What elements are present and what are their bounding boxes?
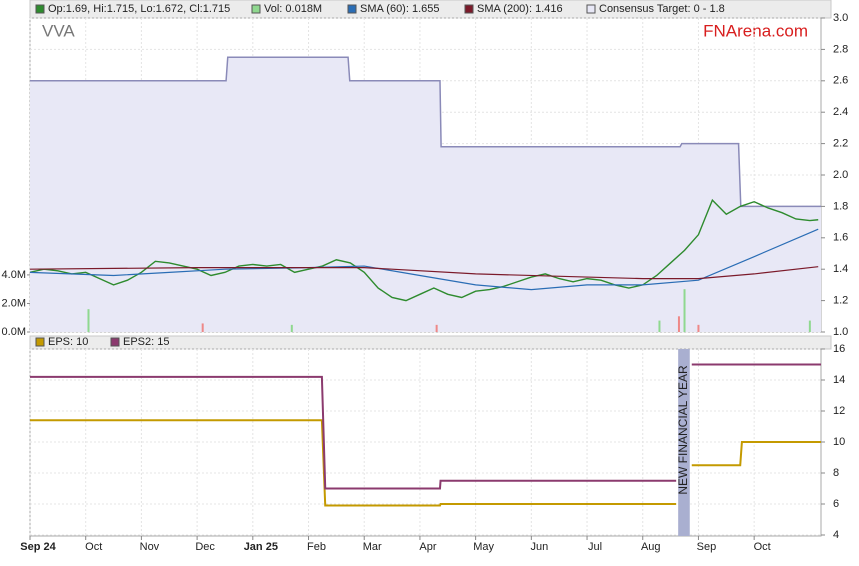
source: FNArena.com: [703, 21, 808, 40]
y-tick-label: 14: [833, 374, 845, 386]
y-tick-label: 2.2: [833, 138, 848, 150]
legend-swatch: [35, 337, 45, 347]
y-tick-label: 16: [833, 343, 845, 355]
eps-line: [30, 419, 821, 507]
y-tick-label: 2.0: [833, 169, 848, 181]
volume-bar: [677, 316, 680, 332]
y-tick-label: 1.6: [833, 232, 848, 244]
y-tick-label: 1.4: [833, 263, 848, 275]
y-tick-label: 12: [833, 405, 845, 417]
legend-swatch: [110, 337, 120, 347]
legend-swatch: [586, 4, 596, 14]
eps-line: [30, 363, 821, 490]
x-tick-label: Sep 24: [20, 541, 56, 553]
y-tick-label: 1.2: [833, 295, 848, 307]
x-tick-label: Sep: [697, 541, 717, 553]
legend-swatch: [35, 4, 45, 14]
x-tick-label: Oct: [85, 541, 102, 553]
annotation-band: [678, 349, 690, 536]
legend-label: EPS: 10: [48, 336, 88, 348]
x-tick-label: May: [473, 541, 494, 553]
y-tick-label: 2.8: [833, 43, 848, 55]
legend-swatch: [251, 4, 261, 14]
volume-bar: [658, 320, 661, 332]
x-tick-label: Dec: [195, 541, 215, 553]
legend-label: Op:1.69, Hi:1.715, Lo:1.672, Cl:1.715: [48, 3, 230, 15]
x-tick-label: Mar: [363, 541, 382, 553]
target-line: [30, 56, 821, 208]
legend-label: Consensus Target: 0 - 1.8: [599, 3, 725, 15]
volume-bar: [808, 320, 811, 332]
y2-tick-label: 4.0M: [2, 269, 26, 281]
y-tick-label: 4: [833, 529, 839, 541]
x-tick-label: Aug: [641, 541, 661, 553]
x-tick-label: Jan 25: [244, 541, 278, 553]
series-line: [29, 228, 819, 291]
series-line: [29, 266, 819, 280]
ticker: VVA: [42, 21, 75, 40]
volume-bar: [435, 324, 438, 332]
y-tick-label: 2.6: [833, 75, 848, 87]
target-area: [30, 57, 821, 332]
volume-bar: [683, 289, 686, 332]
legend-label: Vol: 0.018M: [264, 3, 322, 15]
series-line: [29, 198, 819, 302]
legend-label: SMA (200): 1.416: [477, 3, 563, 15]
annotation: NEW FINANCIAL YEAR: [676, 365, 690, 495]
y2-tick-label: 0.0M: [2, 326, 26, 338]
x-tick-label: Jun: [530, 541, 548, 553]
legend-swatch: [464, 4, 474, 14]
y-tick-label: 2.4: [833, 106, 848, 118]
volume-bar: [697, 324, 700, 332]
y-tick-label: 10: [833, 436, 845, 448]
x-tick-label: Nov: [140, 541, 160, 553]
x-tick-label: Apr: [419, 541, 436, 553]
y2-tick-label: 2.0M: [2, 297, 26, 309]
x-tick-label: Feb: [307, 541, 326, 553]
volume-bar: [87, 309, 90, 332]
legend-label: SMA (60): 1.655: [360, 3, 440, 15]
y-tick-label: 8: [833, 467, 839, 479]
x-tick-label: Jul: [588, 541, 602, 553]
y-tick-label: 6: [833, 498, 839, 510]
volume-bar: [290, 324, 293, 332]
x-tick-label: Oct: [754, 541, 771, 553]
y-tick-label: 3.0: [833, 12, 848, 24]
y-tick-label: 1.8: [833, 200, 848, 212]
legend-label: EPS2: 15: [123, 336, 169, 348]
legend-swatch: [347, 4, 357, 14]
y-tick-label: 1.0: [833, 326, 848, 338]
volume-bar: [201, 323, 204, 332]
